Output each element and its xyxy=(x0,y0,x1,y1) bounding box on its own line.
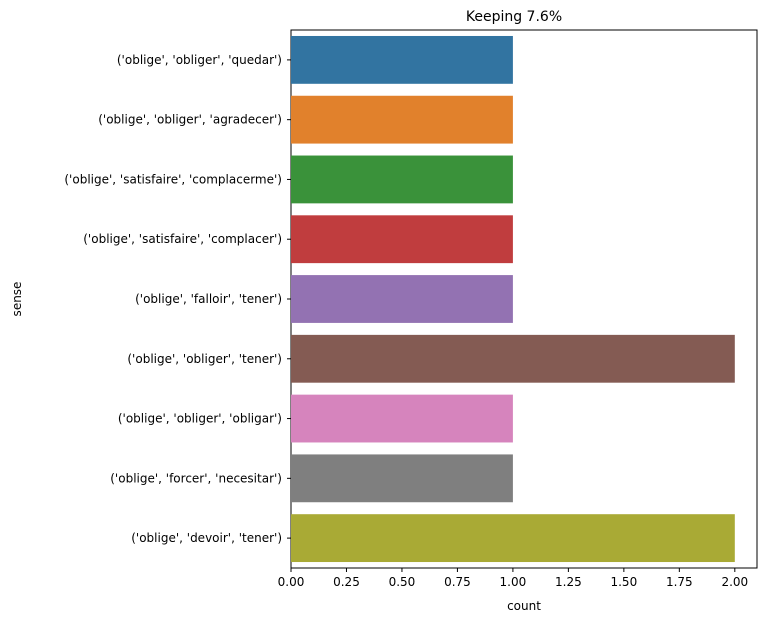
bar-6 xyxy=(291,334,735,383)
y-tick-label: ('oblige', 'obliger', 'tener') xyxy=(127,352,282,366)
y-axis-label: sense xyxy=(10,282,24,317)
bar-8 xyxy=(291,454,513,503)
bar-9 xyxy=(291,514,735,563)
y-tick-labels: ('oblige', 'obliger', 'quedar') ('oblige'… xyxy=(64,53,291,545)
bar-2 xyxy=(291,95,513,144)
y-tick-label: ('oblige', 'obliger', 'agradecer') xyxy=(98,113,282,127)
y-tick-label: ('oblige', 'falloir', 'tener') xyxy=(135,292,282,306)
y-tick-label: ('oblige', 'satisfaire', 'complacerme') xyxy=(64,172,282,186)
x-tick-label: 1.00 xyxy=(500,575,527,589)
x-tick-labels: 0.00 0.25 0.50 0.75 1.00 1.25 1.50 1.75 2.00 xyxy=(278,568,748,589)
x-tick-label: 0.75 xyxy=(444,575,471,589)
x-tick-label: 0.50 xyxy=(389,575,416,589)
y-tick-label: ('oblige', 'satisfaire', 'complacer') xyxy=(83,232,282,246)
x-tick-label: 0.25 xyxy=(333,575,360,589)
bars-group xyxy=(291,35,735,563)
y-tick-label: ('oblige', 'devoir', 'tener') xyxy=(131,531,282,545)
bar-7 xyxy=(291,394,513,443)
y-tick-label: ('oblige', 'obliger', 'quedar') xyxy=(117,53,282,67)
x-axis-label: count xyxy=(507,599,541,613)
x-tick-label: 2.00 xyxy=(721,575,748,589)
bar-5 xyxy=(291,275,513,323)
bar-1 xyxy=(291,35,513,84)
bar-4 xyxy=(291,215,513,264)
x-tick-label: 1.50 xyxy=(610,575,637,589)
x-tick-label: 0.00 xyxy=(278,575,305,589)
y-tick-label: ('oblige', 'forcer', 'necesitar') xyxy=(110,471,282,485)
x-tick-label: 1.25 xyxy=(555,575,582,589)
y-tick-label: ('oblige', 'obliger', 'obligar') xyxy=(118,412,282,426)
x-tick-label: 1.75 xyxy=(666,575,693,589)
bar-3 xyxy=(291,155,513,204)
chart-title: Keeping 7.6% xyxy=(466,9,562,25)
